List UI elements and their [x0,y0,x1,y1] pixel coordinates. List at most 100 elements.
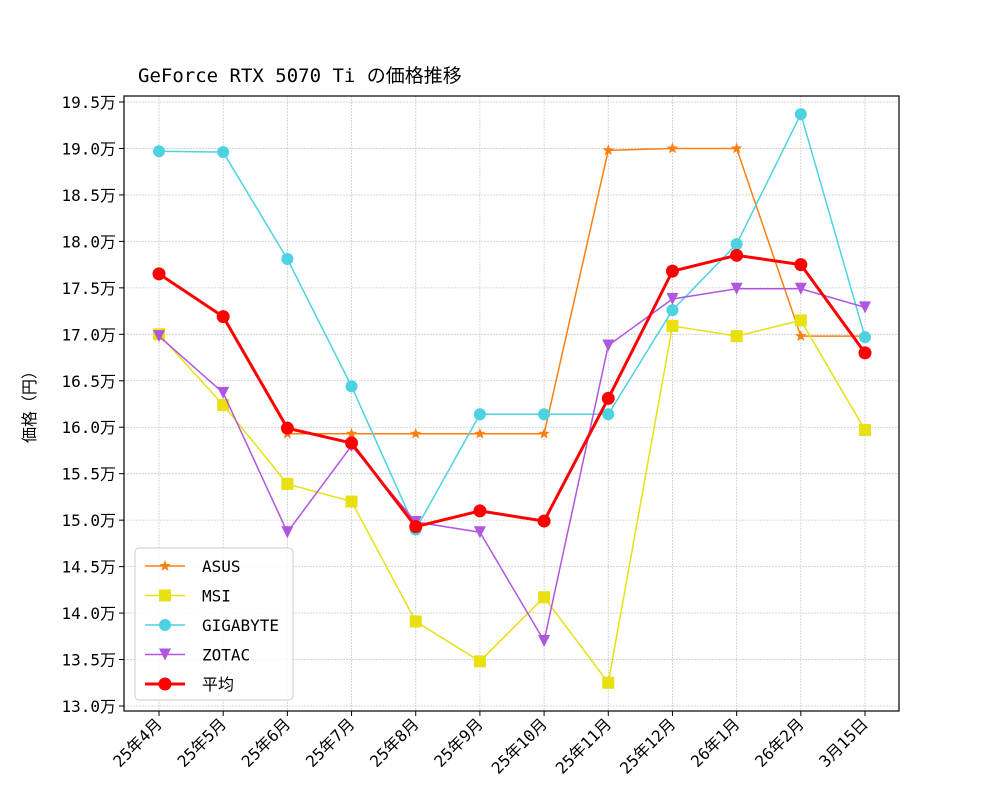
data-point [730,248,744,262]
y-tick-label: 16.0万 [61,418,116,437]
data-point [794,108,807,121]
series-line [158,288,866,643]
data-point [152,267,166,281]
data-point [280,421,294,435]
data-point [730,282,743,295]
legend: ASUS MSI GIGABYTE ZOTAC 平均 [134,547,294,701]
x-tick-label: 25年10月 [488,714,551,777]
data-point [473,655,486,668]
series-line [287,147,865,435]
y-tick-label: 14.0万 [61,604,116,623]
data-point [216,310,230,324]
y-tick-label: 13.0万 [61,697,116,716]
data-point [153,145,165,158]
data-point [602,676,615,689]
data-point [281,526,294,539]
y-tick-label: 19.0万 [61,139,116,158]
data-point [538,591,551,604]
x-tick-label: 25年7月 [302,714,359,771]
legend-label: 平均 [202,675,234,694]
x-tick-label: 25年9月 [430,714,487,771]
data-point [153,330,165,343]
data-point [409,615,422,628]
x-tick-label: 25年6月 [238,714,295,771]
data-point [666,319,679,332]
data-point [409,520,423,534]
data-point [602,339,615,352]
data-point [159,560,171,571]
series-group [152,108,872,689]
data-point [602,144,614,156]
data-point [794,314,807,327]
data-point [858,346,872,360]
data-point [217,146,230,159]
data-point [473,408,486,421]
y-tick-label: 19.5万 [61,93,116,112]
y-tick-label: 15.5万 [61,465,116,484]
x-tick-label: 25年5月 [174,714,231,771]
series-line [158,319,866,685]
data-point [345,495,358,508]
x-tick-label: 26年1月 [687,714,744,771]
x-tick-label: 25年4月 [109,714,166,771]
y-tick-label: 18.5万 [61,186,116,205]
data-point [730,142,743,154]
legend-item: ASUS [145,557,241,576]
legend-item: 平均 [145,675,234,694]
data-point [217,386,230,399]
data-point [730,330,743,343]
x-tick-label: 26年2月 [751,714,808,771]
x-tick-label: 25年12月 [616,714,679,777]
plot-frame [123,95,900,712]
data-point [794,258,808,272]
data-point [859,331,871,344]
x-tick-label: 3月15日 [815,714,872,771]
legend-box [134,547,294,701]
series-ASUS [281,142,871,439]
y-tick-label: 17.5万 [61,279,116,298]
legend-label: ZOTAC [202,646,250,665]
y-tick-label: 14.5万 [61,558,116,577]
data-point [345,427,358,439]
data-point [601,391,615,405]
data-point [159,619,171,631]
data-point [473,504,487,518]
series-平均 [152,248,872,534]
data-point [538,634,551,647]
chart-title: GeForce RTX 5070 Ti の価格推移 [138,65,462,87]
legend-label: MSI [202,587,231,606]
data-point [158,677,172,691]
data-point [795,330,807,341]
data-point [159,648,171,661]
data-point [730,238,743,251]
y-tick-label: 15.0万 [61,511,116,530]
data-point [859,301,871,314]
data-point [665,264,679,278]
series-line [158,253,867,529]
data-point [281,477,294,490]
data-point [538,427,550,439]
data-point [281,253,294,266]
data-point [794,282,807,295]
data-point [666,142,679,154]
series-MSI [153,314,871,689]
legend-item: MSI [145,587,231,606]
data-point [602,408,615,421]
legend-item: ZOTAC [145,646,250,665]
data-point [666,304,679,317]
data-point [345,380,358,393]
x-tick-label: 25年8月 [366,714,423,771]
data-point [159,589,171,602]
y-tick-label: 16.5万 [61,372,116,391]
data-point [217,398,230,411]
y-tick-label: 18.0万 [61,232,116,251]
data-point [345,436,359,450]
y-tick-label: 13.5万 [61,651,116,670]
data-point [473,526,486,539]
legend-item: GIGABYTE [145,616,279,635]
y-axis-label: 価格（円） [20,363,39,443]
data-point [538,408,551,421]
legend-label: ASUS [202,557,241,576]
y-tick-label: 17.0万 [61,325,116,344]
